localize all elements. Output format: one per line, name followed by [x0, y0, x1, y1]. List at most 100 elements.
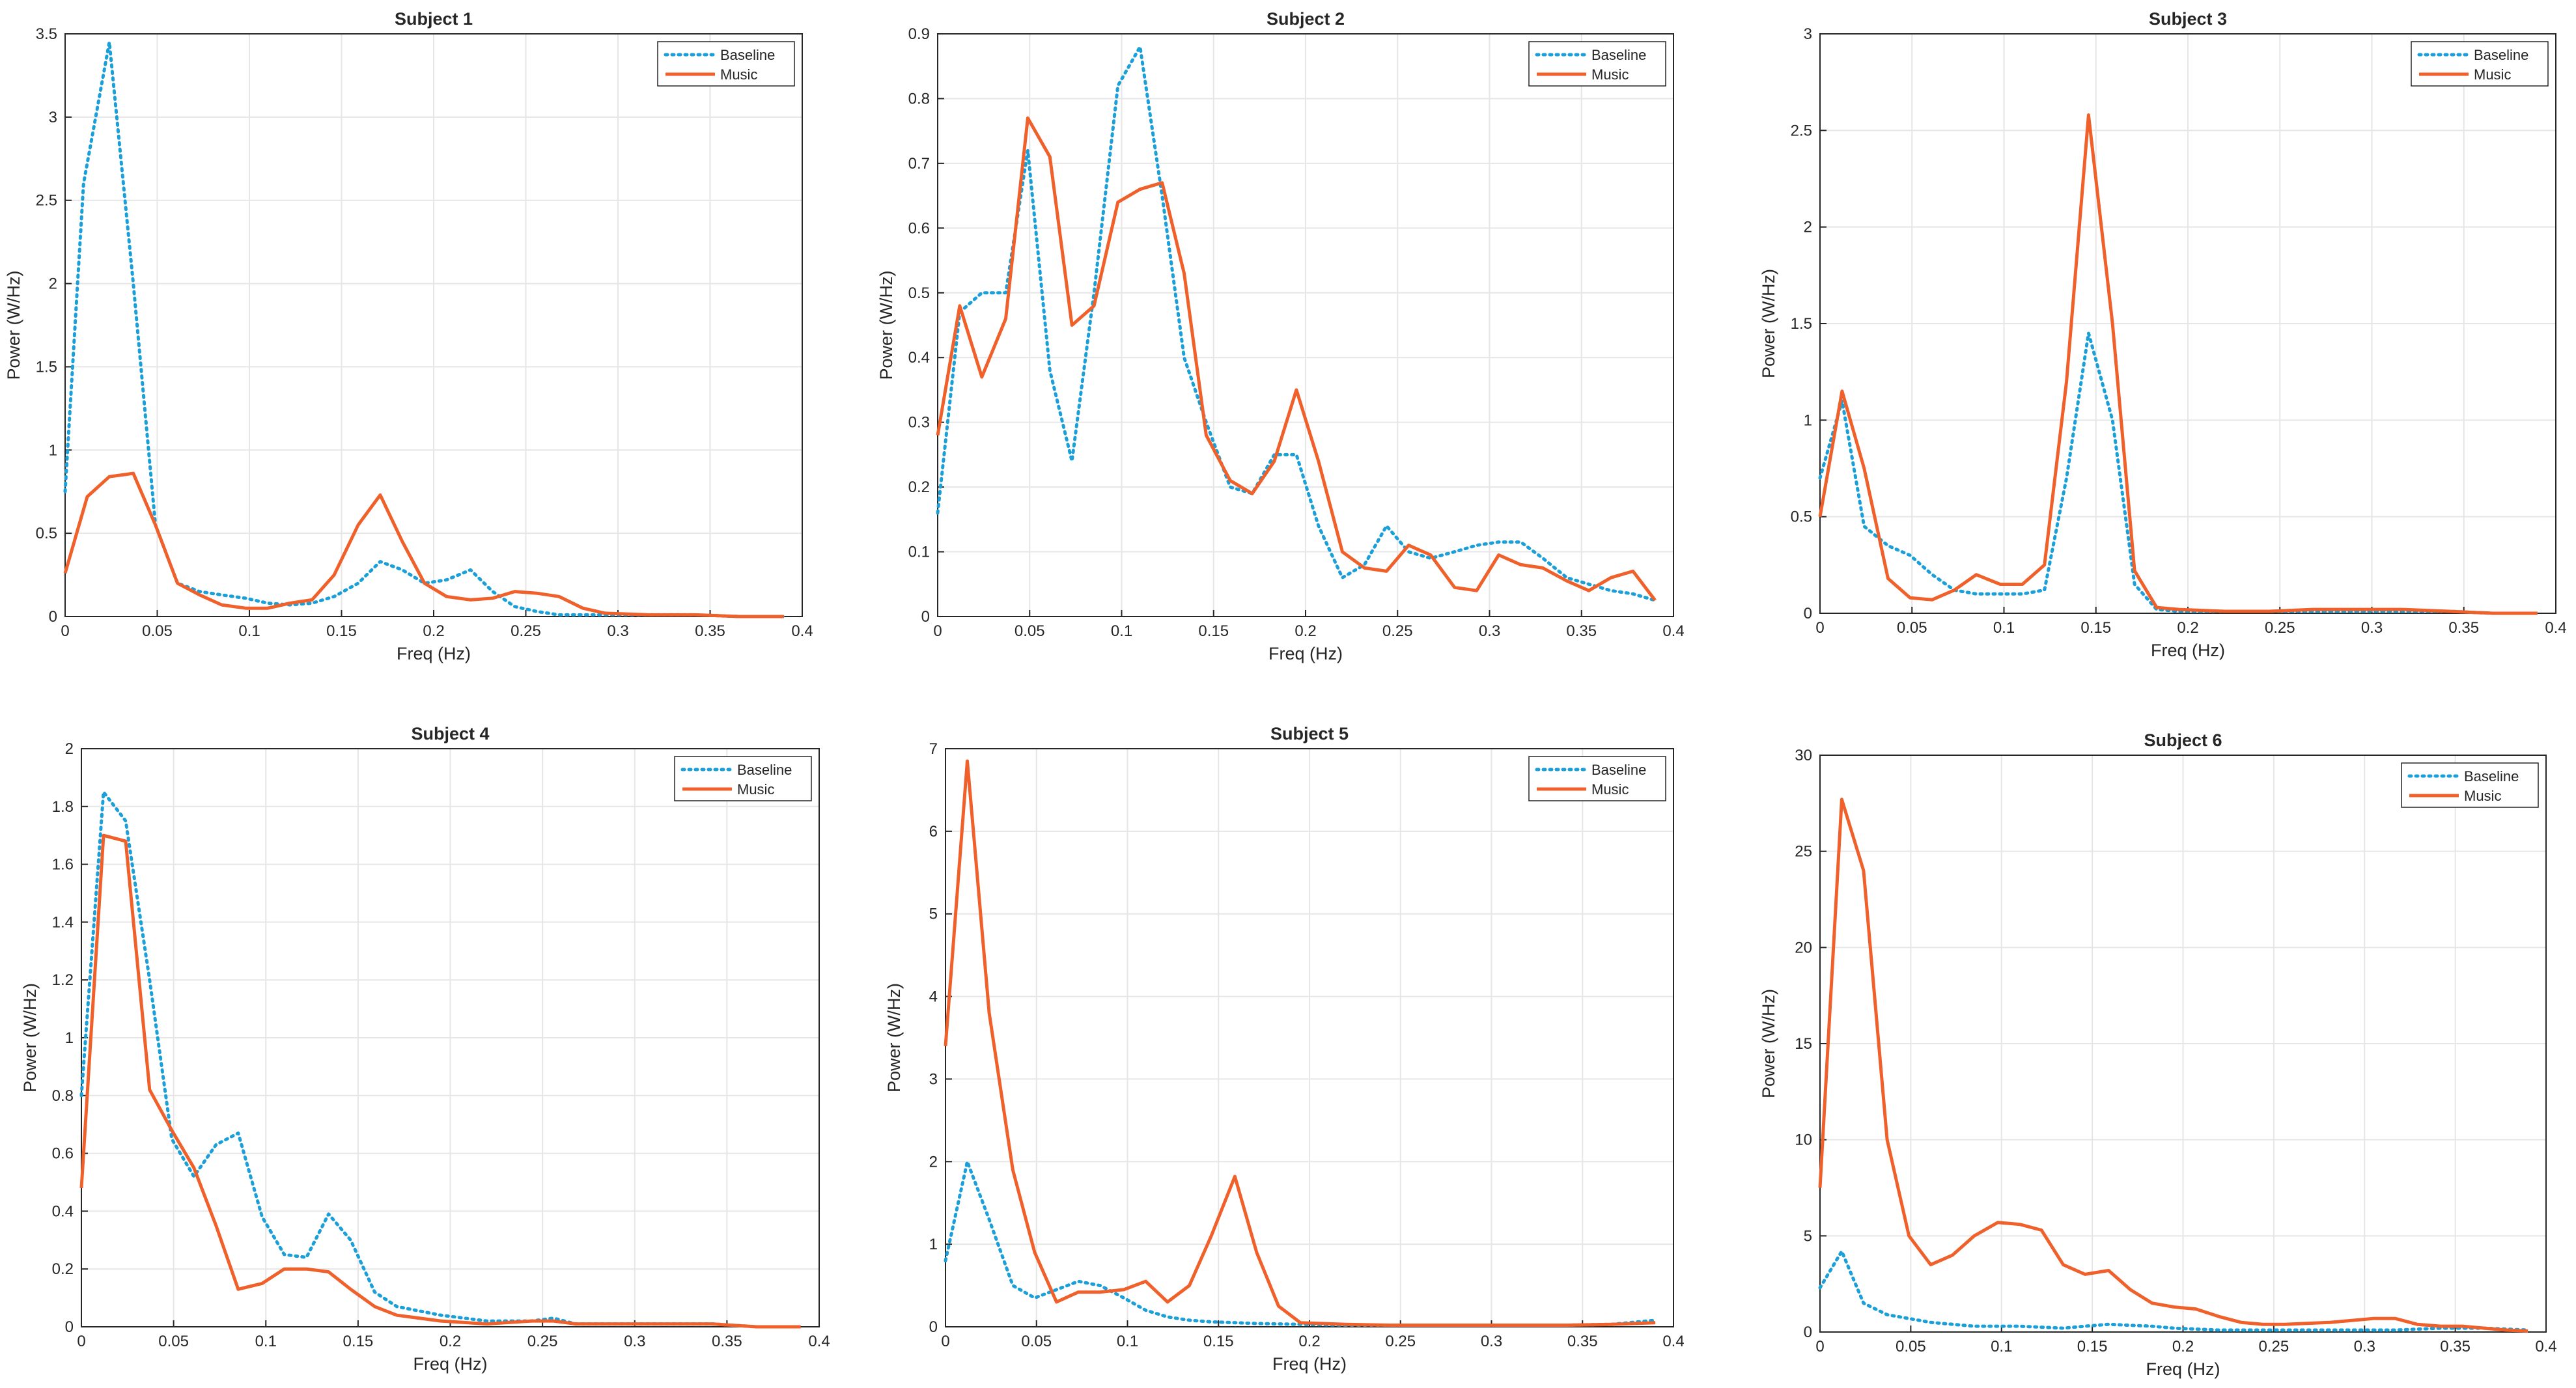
legend-label-music: Music [1591, 66, 1629, 83]
y-axis-label: Power (W/Hz) [20, 983, 40, 1092]
y-tick-label: 20 [1795, 939, 1812, 956]
legend-label-music: Music [720, 66, 757, 83]
y-tick-label: 3 [1804, 25, 1812, 43]
x-axis-label: Freq (Hz) [397, 644, 471, 663]
x-tick-label: 0.3 [2361, 619, 2383, 637]
x-tick-label: 0 [1815, 1338, 1824, 1355]
y-tick-label: 0 [1804, 605, 1812, 622]
x-tick-label: 0.2 [423, 622, 444, 640]
legend-box [2401, 762, 2539, 808]
y-tick-label: 6 [929, 823, 938, 840]
x-tick-label: 0.4 [2535, 1338, 2556, 1355]
y-axis-label: Power (W/Hz) [884, 983, 904, 1092]
baseline-series-line [1818, 1249, 2530, 1332]
y-tick-label: 1.5 [1791, 315, 1812, 333]
music-series-line [936, 116, 1657, 602]
x-tick-label: 0.05 [1896, 1338, 1926, 1355]
x-tick-label: 0.3 [1481, 1333, 1502, 1350]
y-tick-label: 1.6 [52, 856, 74, 874]
legend: Baseline Music [2411, 41, 2549, 87]
y-tick-label: 0.8 [908, 90, 930, 107]
legend-label-baseline: Baseline [2464, 768, 2519, 784]
y-tick-label: 3 [929, 1070, 938, 1088]
x-tick-label: 0.2 [1298, 1333, 1320, 1350]
x-tick-label: 0.25 [527, 1333, 558, 1350]
y-axis-label: Power (W/Hz) [1759, 989, 1778, 1098]
x-tick-label: 0.3 [2354, 1338, 2375, 1355]
legend-box [2411, 41, 2549, 87]
x-tick-label: 0.15 [326, 622, 357, 640]
legend: Baseline Music [2401, 762, 2539, 808]
x-tick-label: 0.25 [511, 622, 541, 640]
y-tick-label: 1.8 [52, 798, 74, 816]
y-tick-label: 0.6 [52, 1145, 74, 1163]
legend: Baseline Music [1528, 41, 1666, 87]
x-tick-label: 0.4 [1662, 622, 1684, 640]
x-tick-label: 0.2 [2172, 1338, 2194, 1355]
y-tick-label: 2 [1804, 219, 1812, 236]
x-tick-label: 0.4 [791, 622, 813, 640]
x-tick-label: 0.15 [1198, 622, 1229, 640]
legend-box [674, 756, 812, 801]
y-tick-label: 1 [49, 441, 57, 459]
x-tick-label: 0.15 [343, 1333, 374, 1350]
x-tick-label: 0.05 [158, 1333, 189, 1350]
legend-label-music: Music [737, 781, 774, 798]
x-tick-label: 0.05 [142, 622, 173, 640]
x-tick-label: 0.15 [2080, 619, 2111, 637]
legend-label-baseline: Baseline [1591, 47, 1646, 63]
x-tick-label: 0.25 [1382, 622, 1413, 640]
y-tick-label: 2.5 [1791, 122, 1812, 139]
y-tick-label: 7 [929, 740, 938, 758]
y-axis-label: Power (W/Hz) [4, 271, 23, 380]
y-tick-label: 0.6 [908, 219, 930, 237]
legend: Baseline Music [657, 41, 795, 87]
subplot-4: 0 0.05 0.1 0.15 0.2 0.25 0.3 0.35 0.4 0 0.2 0.4 0.6 0… [20, 724, 830, 1374]
x-tick-label: 0.05 [1897, 619, 1927, 637]
music-series-line [79, 833, 801, 1329]
y-tick-label: 15 [1795, 1035, 1812, 1053]
x-tick-label: 0.15 [2077, 1338, 2108, 1355]
y-tick-label: 5 [929, 906, 938, 923]
x-tick-label: 0 [941, 1333, 949, 1350]
x-tick-label: 0.35 [695, 622, 725, 640]
subplot-6: 0 0.05 0.1 0.15 0.2 0.25 0.3 0.35 0.4 0 5 10 15 20 25 3… [1759, 730, 2557, 1379]
y-tick-label: 1 [1804, 411, 1812, 429]
y-tick-label: 0 [1804, 1324, 1812, 1341]
legend-box [1528, 756, 1666, 801]
y-tick-label: 0 [65, 1318, 74, 1336]
y-axis-label: Power (W/Hz) [1759, 269, 1778, 378]
x-axis-label: Freq (Hz) [2146, 1359, 2220, 1379]
y-tick-label: 1.5 [36, 358, 57, 376]
y-tick-label: 2.5 [36, 192, 57, 210]
x-tick-label: 0.05 [1015, 622, 1045, 640]
x-tick-label: 0.1 [238, 622, 260, 640]
y-tick-label: 0 [929, 1318, 938, 1336]
y-tick-label: 0.7 [908, 155, 930, 173]
x-tick-label: 0.3 [1479, 622, 1500, 640]
y-tick-label: 0.5 [1791, 508, 1812, 526]
music-series-line [1818, 798, 2528, 1333]
y-tick-label: 3 [49, 109, 57, 126]
y-tick-label: 0.2 [908, 479, 930, 496]
x-axis-label: Freq (Hz) [2151, 641, 2225, 660]
x-tick-label: 0.25 [2259, 1338, 2289, 1355]
y-axis-label: Power (W/Hz) [876, 271, 896, 380]
y-tick-label: 0.8 [52, 1087, 74, 1105]
music-series-line [63, 471, 784, 618]
baseline-series-line [1818, 331, 2540, 615]
x-axis-label: Freq (Hz) [1272, 1354, 1347, 1374]
x-axis-label: Freq (Hz) [413, 1354, 488, 1374]
legend-label-baseline: Baseline [1591, 762, 1646, 778]
legend: Baseline Music [674, 756, 812, 801]
y-tick-label: 3.5 [36, 25, 57, 43]
y-tick-label: 2 [929, 1153, 938, 1171]
legend-label-baseline: Baseline [2474, 47, 2528, 63]
x-tick-label: 0.1 [255, 1333, 277, 1350]
y-tick-label: 0.4 [908, 349, 930, 367]
y-tick-label: 0.9 [908, 25, 930, 43]
y-tick-label: 1 [929, 1236, 938, 1253]
y-tick-label: 0.3 [908, 414, 930, 432]
x-tick-label: 0 [61, 622, 69, 640]
